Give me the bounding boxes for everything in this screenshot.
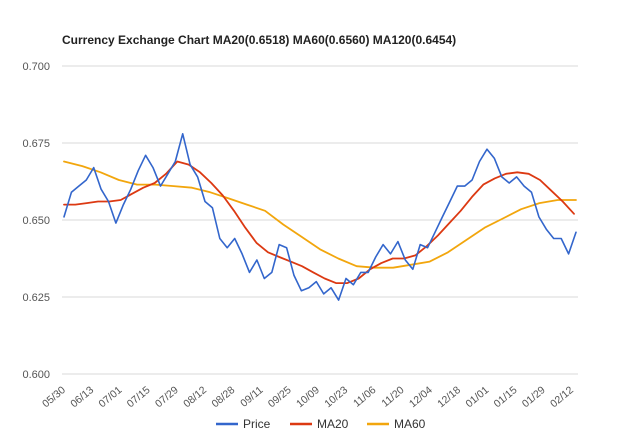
x-tick-label: 11/06: [351, 384, 378, 410]
x-tick-label: 12/18: [435, 384, 463, 410]
x-tick-label: 07/01: [97, 384, 125, 410]
y-tick-label: 0.700: [22, 61, 50, 73]
x-tick-label: 09/25: [266, 384, 294, 410]
x-tick-label: 08/28: [209, 384, 237, 410]
legend-label-price: Price: [243, 417, 271, 431]
chart-title: Currency Exchange Chart MA20(0.6518) MA6…: [62, 33, 457, 47]
series-line-price: [63, 133, 577, 301]
x-tick-label: 01/29: [520, 384, 548, 410]
x-tick-label: 10/09: [294, 384, 322, 410]
legend-label-ma20: MA20: [317, 417, 349, 431]
x-tick-label: 07/15: [125, 384, 153, 410]
x-tick-label: 10/23: [322, 384, 350, 410]
x-tick-label: 11/20: [379, 384, 406, 410]
x-tick-label: 02/12: [548, 384, 576, 410]
y-tick-label: 0.675: [22, 138, 50, 150]
x-tick-label: 07/29: [153, 384, 181, 410]
legend-label-ma60: MA60: [394, 417, 426, 431]
x-tick-label: 01/15: [492, 384, 520, 410]
x-tick-label: 08/12: [181, 384, 209, 410]
x-tick-label: 06/13: [68, 384, 96, 410]
x-tick-label: 01/01: [463, 384, 491, 410]
x-tick-label: 12/04: [407, 384, 435, 410]
x-tick-label: 05/30: [40, 384, 68, 410]
y-tick-label: 0.625: [22, 292, 50, 304]
y-tick-label: 0.650: [22, 215, 50, 227]
series-line-ma20: [63, 160, 575, 285]
x-tick-label: 09/11: [238, 384, 265, 410]
y-tick-label: 0.600: [22, 369, 50, 381]
